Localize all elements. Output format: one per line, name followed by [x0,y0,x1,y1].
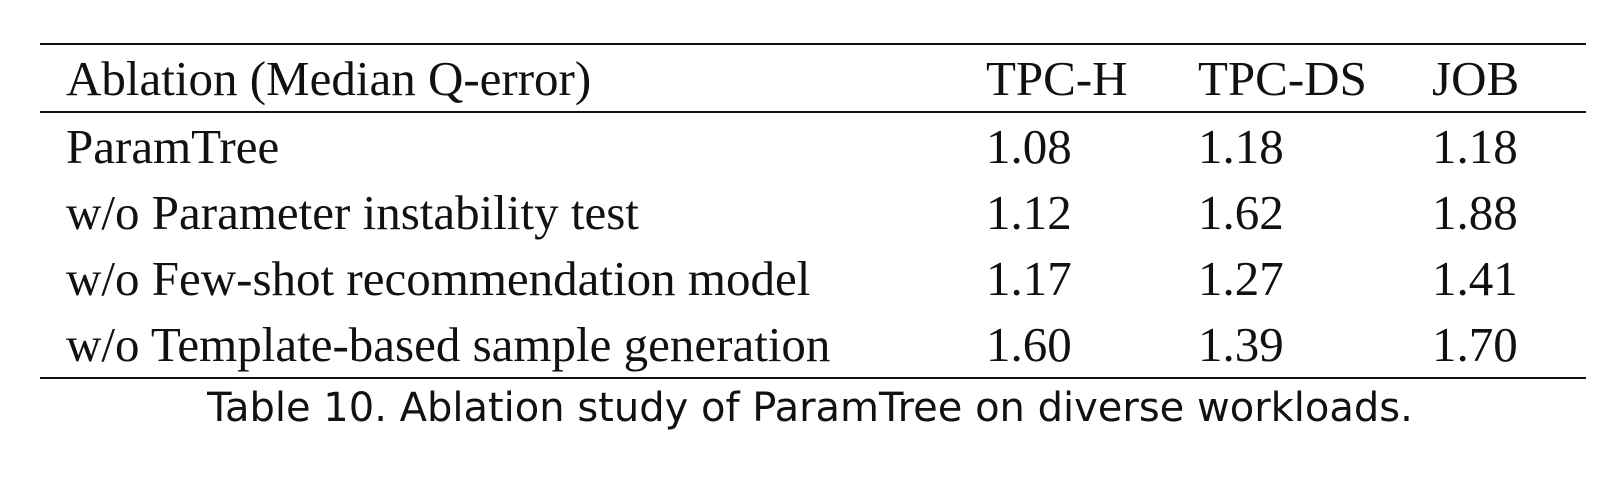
header-row: Ablation (Median Q-error) TPC-H TPC-DS J… [40,44,1586,112]
cell-tpch: 1.60 [986,316,1072,372]
cell-job: 1.18 [1432,118,1518,174]
cell-tpch: 1.12 [986,184,1072,240]
header-ablation: Ablation (Median Q-error) [66,50,592,106]
cell-job: 1.88 [1432,184,1518,240]
cell-tpch: 1.08 [986,118,1072,174]
row-label: w/o Parameter instability test [66,184,639,240]
cell-tpcds: 1.27 [1198,250,1284,306]
table-row: w/o Parameter instability test 1.12 1.62… [40,179,1586,245]
cell-tpcds: 1.39 [1198,316,1284,372]
cell-tpch: 1.17 [986,250,1072,306]
table-body: ParamTree 1.08 1.18 1.18 w/o Parameter i… [40,112,1586,378]
header-tpch: TPC-H [986,50,1128,106]
header-tpcds: TPC-DS [1198,50,1367,106]
table-row: w/o Few-shot recommendation model 1.17 1… [40,245,1586,311]
table-caption: Table 10. Ablation study of ParamTree on… [207,385,1413,431]
row-label: w/o Few-shot recommendation model [66,250,811,306]
ablation-table: Ablation (Median Q-error) TPC-H TPC-DS J… [40,43,1586,379]
cell-job: 1.41 [1432,250,1518,306]
row-label: w/o Template-based sample generation [66,316,831,372]
ablation-table-container: Ablation (Median Q-error) TPC-H TPC-DS J… [40,43,1586,379]
header-job: JOB [1432,50,1520,106]
row-label: ParamTree [66,118,280,174]
cell-job: 1.70 [1432,316,1518,372]
cell-tpcds: 1.18 [1198,118,1284,174]
table-row: w/o Template-based sample generation 1.6… [40,311,1586,378]
cell-tpcds: 1.62 [1198,184,1284,240]
table-header: Ablation (Median Q-error) TPC-H TPC-DS J… [40,44,1586,112]
table-row: ParamTree 1.08 1.18 1.18 [40,112,1586,179]
